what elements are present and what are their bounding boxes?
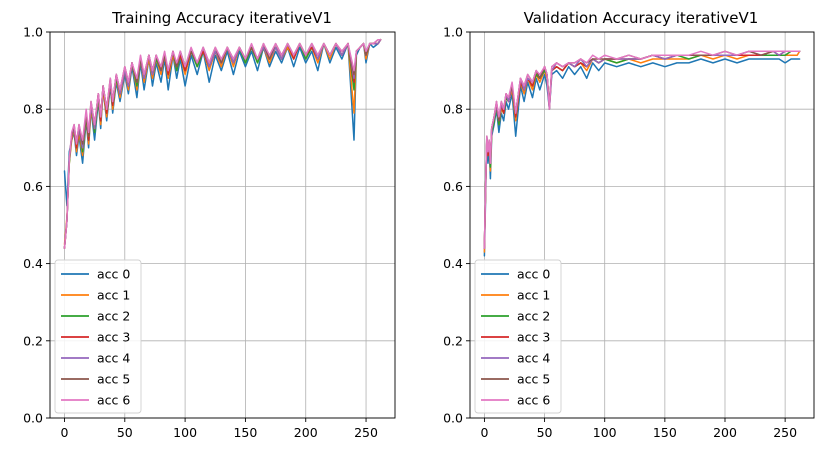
legend-item: acc 5: [481, 372, 550, 387]
legend-label: acc 4: [97, 351, 130, 366]
x-tick-label: 200: [713, 425, 737, 440]
legend-box: [54, 259, 142, 414]
legend-label: acc 6: [97, 393, 130, 408]
x-tick-label: 100: [173, 425, 197, 440]
x-tick-label: 150: [653, 425, 677, 440]
legend-item: acc 3: [61, 330, 130, 345]
series-line-acc-4: [63, 38, 382, 249]
legend-label: acc 6: [517, 393, 550, 408]
legend-label: acc 3: [517, 330, 550, 345]
legend-label: acc 0: [97, 267, 130, 282]
x-tick-label: 150: [233, 425, 257, 440]
legend-item: acc 6: [61, 393, 130, 408]
y-tick-label: 0.4: [443, 256, 463, 271]
legend: acc 0 acc 1 acc 2 acc 3 acc 4 acc 5 acc 6: [54, 259, 142, 414]
x-tick-label: 0: [480, 425, 488, 440]
chart-title: Validation Accuracy iterativeV1: [524, 9, 759, 27]
legend-label: acc 5: [97, 372, 130, 387]
y-tick-label: 0.8: [443, 102, 463, 117]
x-tick-label: 250: [773, 425, 797, 440]
legend-label: acc 3: [97, 330, 130, 345]
legend-label: acc 2: [517, 309, 550, 324]
legend-label: acc 2: [97, 309, 130, 324]
legend-label: acc 5: [517, 372, 550, 387]
series-line-acc-6: [63, 38, 382, 249]
x-tick-label: 50: [537, 425, 553, 440]
y-tick-label: 0.4: [23, 256, 43, 271]
legend-item: acc 4: [481, 351, 550, 366]
y-tick-label: 1.0: [23, 25, 43, 40]
legend-item: acc 1: [61, 288, 130, 303]
x-tick-label: 200: [294, 425, 318, 440]
legend-item: acc 0: [481, 267, 550, 282]
x-tick-label: 250: [354, 425, 378, 440]
x-tick-label: 50: [117, 425, 133, 440]
legend-label: acc 1: [517, 288, 550, 303]
legend-label: acc 4: [517, 351, 550, 366]
validation-accuracy-chart: Validation Accuracy iterativeV1 0 50 100 15…: [443, 9, 815, 440]
y-tick-label: 0.0: [23, 411, 43, 426]
series-line-acc-2: [63, 38, 382, 249]
x-tick-label: 100: [593, 425, 617, 440]
legend-item: acc 6: [481, 393, 550, 408]
y-tick-label: 0.8: [23, 102, 43, 117]
legend-item: acc 3: [481, 330, 550, 345]
legend-item: acc 4: [61, 351, 130, 366]
legend-item: acc 1: [481, 288, 550, 303]
legend-item: acc 5: [61, 372, 130, 387]
y-tick-label: 0.0: [443, 411, 463, 426]
x-tick-label: 0: [60, 425, 68, 440]
y-tick-label: 1.0: [443, 25, 463, 40]
training-accuracy-chart: Training Accuracy iterativeV1 0 50 100 150 2…: [23, 9, 396, 440]
y-tick-label: 0.2: [23, 333, 43, 348]
series-line-acc-0: [483, 58, 801, 257]
legend-item: acc 2: [481, 309, 550, 324]
chart-title: Training Accuracy iterativeV1: [111, 9, 332, 27]
legend-label: acc 0: [517, 267, 550, 282]
legend: acc 0 acc 1 acc 2 acc 3 acc 4 acc 5 acc 6: [474, 259, 562, 414]
legend-item: acc 0: [61, 267, 130, 282]
plot-frame: [49, 31, 396, 419]
legend-box: [474, 259, 562, 414]
y-tick-label: 0.6: [23, 179, 43, 194]
series-line-acc-5: [63, 38, 382, 249]
y-tick-label: 0.6: [443, 179, 463, 194]
series-line-acc-6: [483, 50, 801, 249]
series-line-acc-1: [63, 38, 382, 246]
series-line-acc-3: [63, 38, 382, 249]
y-tick-label: 0.2: [443, 333, 463, 348]
plot-frame: [469, 31, 815, 419]
legend-label: acc 1: [97, 288, 130, 303]
legend-item: acc 2: [61, 309, 130, 324]
